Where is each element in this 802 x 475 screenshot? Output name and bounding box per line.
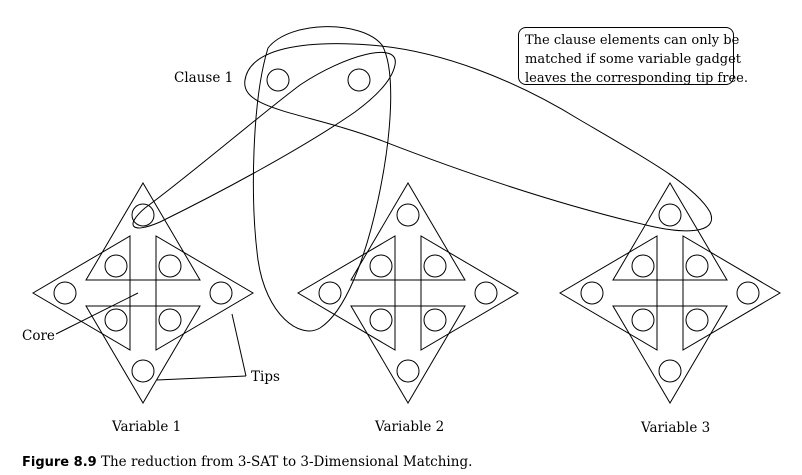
- note-line: The clause elements can only be: [525, 33, 740, 48]
- core-element: [685, 254, 709, 278]
- tip-element: [318, 281, 342, 305]
- caption-text: The reduction from 3-SAT to 3-Dimensiona…: [100, 454, 473, 470]
- tip-triangle: [297, 235, 396, 351]
- core-element: [158, 254, 182, 278]
- core-element: [104, 254, 128, 278]
- clause-label: Clause 1: [174, 70, 233, 86]
- tip-triangle: [85, 305, 201, 404]
- clause-link-variable-3: [244, 43, 712, 232]
- tips-label: Tips: [251, 369, 280, 385]
- tip-triangle: [85, 182, 201, 281]
- variable-3-label: Variable 3: [640, 420, 710, 436]
- variable-gadgets: [32, 182, 781, 404]
- clause-1-elements: [266, 68, 371, 92]
- variable-2-label: Variable 2: [374, 419, 444, 435]
- tip-element: [396, 203, 420, 227]
- clause-link-variable-1: [132, 51, 396, 229]
- tips-pointer-right: [231, 313, 247, 377]
- tip-element: [658, 203, 682, 227]
- tip-element: [736, 281, 760, 305]
- figure-number: Figure 8.9: [22, 455, 97, 470]
- core-element: [369, 308, 393, 332]
- explanation-note: The clause elements can only be matched …: [518, 27, 748, 86]
- tip-element: [209, 281, 233, 305]
- clause-element: [347, 68, 371, 92]
- tip-triangle: [155, 235, 254, 351]
- tip-element: [131, 203, 155, 227]
- core-element: [104, 308, 128, 332]
- figure-caption: Figure 8.9 The reduction from 3-SAT to 3…: [22, 454, 472, 470]
- tip-element: [131, 359, 155, 383]
- tip-triangle: [350, 182, 466, 281]
- note-line: leaves the corresponding tip free.: [525, 71, 748, 86]
- tip-triangle: [612, 305, 728, 404]
- tip-triangle: [612, 182, 728, 281]
- core-element: [369, 254, 393, 278]
- note-line: matched if some variable gadget: [525, 52, 742, 67]
- core-element: [631, 308, 655, 332]
- variable-gadget-3: [559, 182, 781, 404]
- tip-triangle: [682, 235, 781, 351]
- core-element: [423, 308, 447, 332]
- core-element: [685, 308, 709, 332]
- tip-triangle: [559, 235, 658, 351]
- clause-link-variable-2: [252, 26, 392, 332]
- clause-element: [266, 68, 290, 92]
- core-pointer: [55, 292, 139, 335]
- core-element: [423, 254, 447, 278]
- variable-1-label: Variable 1: [111, 419, 181, 435]
- tip-triangle: [420, 235, 519, 351]
- tip-triangle: [350, 305, 466, 404]
- tips-pointer-left: [156, 375, 247, 381]
- core-element: [158, 308, 182, 332]
- core-element: [631, 254, 655, 278]
- tip-element: [53, 281, 77, 305]
- tip-element: [396, 359, 420, 383]
- tip-element: [474, 281, 498, 305]
- variable-gadget-1: [32, 182, 254, 404]
- core-label: Core: [22, 328, 55, 344]
- variable-gadget-2: [297, 182, 519, 404]
- tip-element: [580, 281, 604, 305]
- tip-element: [658, 359, 682, 383]
